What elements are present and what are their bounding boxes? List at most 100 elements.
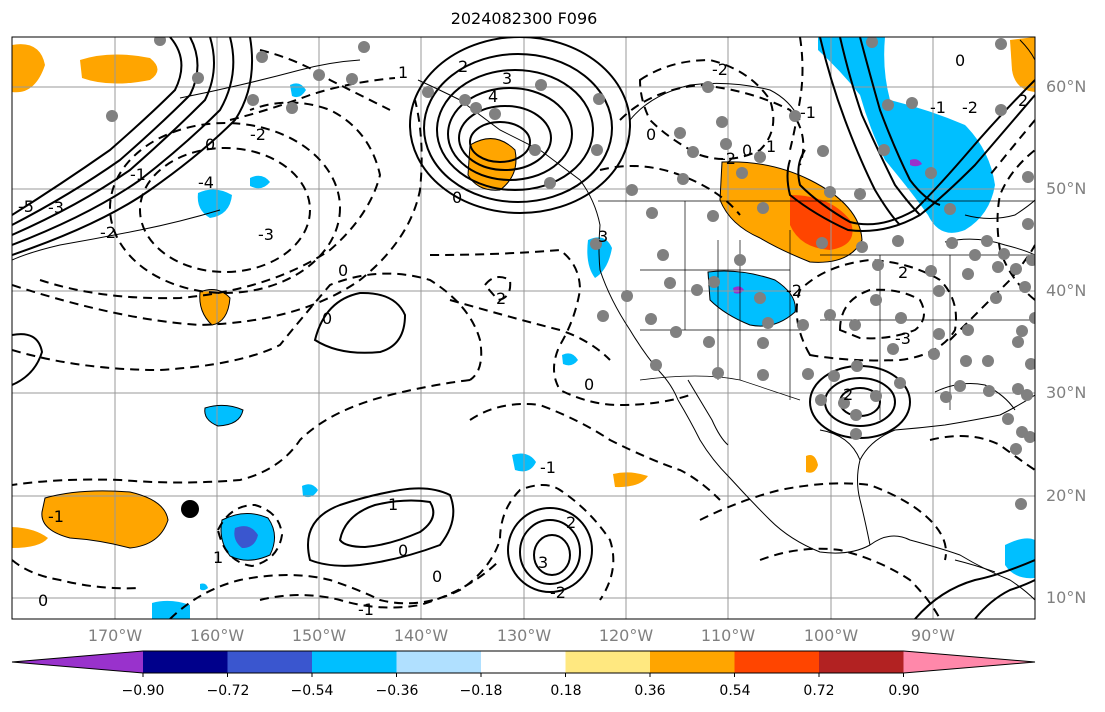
fill-blue-6 (302, 484, 318, 498)
fill-blue-3 (204, 405, 243, 426)
fill-blue-rockies (708, 271, 796, 327)
colorbar-extend-high (903, 651, 1035, 673)
contour-label: 3 (538, 553, 548, 572)
contour-canada-2 (839, 37, 921, 216)
contour-nw-dashed-1 (259, 49, 391, 111)
contour-label: 0 (322, 309, 332, 328)
contour-tropics-2 (469, 403, 721, 501)
contour-label: -1 (48, 507, 64, 526)
colorbar-tick-label: −0.90 (121, 683, 165, 699)
contour-label: 1 (398, 63, 408, 82)
contour-mexico (699, 482, 947, 561)
colorbar-segment (481, 651, 566, 673)
contour-se-corner (914, 559, 1035, 619)
contour-label: 3 (598, 227, 608, 246)
fill-purple-2 (910, 159, 922, 167)
contour-label: -3 (48, 198, 64, 217)
contour-label: 4 (488, 87, 498, 106)
contour-label: -1 (358, 600, 374, 619)
contour-nw-4 (12, 37, 235, 246)
contour-label: -3 (258, 225, 274, 244)
contour-label: 0 (205, 135, 215, 154)
fill-deepblue-hawaii-low (234, 526, 258, 548)
contour-label: -1 (930, 98, 946, 117)
colorbar-tick-label: −0.36 (375, 683, 419, 699)
colorbar-segment (650, 651, 735, 673)
contour-label: 2 (1018, 91, 1028, 110)
contour-canada-1 (819, 37, 901, 226)
contour-label: -1 (130, 165, 146, 184)
contour-label: 0 (338, 261, 348, 280)
fill-blue-bottom (152, 600, 190, 619)
contour-gulf-alaska-high-3 (436, 69, 594, 191)
contour-label: -3 (895, 329, 911, 348)
contour-tropical-high-1 (507, 507, 593, 593)
fill-red-plains (790, 195, 853, 250)
contour-nw-dashed-2 (229, 77, 396, 121)
fill-blue-5 (562, 353, 578, 366)
shaded-fields (12, 37, 1035, 619)
contour-label: 2 (566, 513, 576, 532)
contour-mexico-2 (759, 547, 941, 619)
contour-central-2 (338, 499, 435, 549)
fill-orange-hawaii (41, 490, 168, 548)
fill-purple-1 (733, 286, 744, 294)
contour-label: -5 (18, 197, 34, 216)
lon-label-140w: 140°W (393, 626, 449, 645)
contour-west-pacific-0 (12, 559, 141, 590)
fill-blue-small-8 (200, 583, 208, 591)
contour-label: 0 (955, 51, 965, 70)
lat-label-40n: 40°N (1046, 281, 1087, 300)
colorbar-extend-low (12, 651, 143, 673)
lon-label-90w: 90°W (910, 626, 956, 645)
fill-orange-north-pacific (80, 54, 158, 84)
coastlines (12, 39, 1035, 601)
contour-label: 0 (452, 188, 462, 207)
contour-hawaii-low (216, 503, 284, 568)
colorbar-segment (312, 651, 397, 673)
contour-canada-5 (786, 94, 1035, 232)
contour-tropics-1 (259, 559, 501, 609)
marker-dot (181, 500, 199, 518)
lon-label-120w: 120°W (598, 626, 654, 645)
contour-ne-dashed (996, 149, 1035, 301)
contour-mid-pacific-0 (12, 272, 483, 381)
colorbar-segment (227, 651, 313, 673)
contour-central-1 (307, 487, 455, 567)
contour-label: -2 (250, 125, 266, 144)
contour-nw-5 (12, 37, 254, 256)
contour-pacific-low-4 (12, 99, 423, 327)
contour-pacific-0 (313, 291, 407, 354)
contour-north-trough-1 (638, 58, 775, 160)
contour-southeast-2 (929, 435, 1035, 471)
contour-gulf-alaska-high-6 (469, 121, 531, 163)
contour-label: -4 (198, 173, 214, 192)
colorbar-tick-label: 0.18 (550, 683, 582, 699)
contour-sw-edge (12, 333, 44, 386)
fill-orange-small-1 (199, 289, 230, 325)
colorbar-tick-label: 0.72 (803, 683, 835, 699)
colorbar-tick-label: 0.36 (634, 683, 666, 699)
contour-gulf-alaska-high-1 (409, 37, 631, 214)
contour-gulf-alaska-high-2 (423, 53, 613, 203)
contour-mid-pacific-1 (12, 379, 471, 486)
lon-label-150w: 150°W (291, 626, 347, 645)
contour-se-corner-2 (974, 579, 1035, 619)
contours (12, 37, 1035, 619)
contour-label: -1 (800, 103, 816, 122)
contour-north-trough-2 (619, 83, 805, 166)
lat-label-10n: 10°N (1046, 588, 1087, 607)
contour-label: 2 (458, 57, 468, 76)
contour-label: 2 (843, 385, 853, 404)
contour-label: 0 (742, 141, 752, 160)
lon-label-160w: 160°W (189, 626, 245, 645)
lon-label-170w: 170°W (87, 626, 143, 645)
colorbar (11, 650, 1036, 677)
contour-pacific-low-3 (39, 101, 382, 300)
fill-blue-2 (250, 175, 270, 189)
contour-label: 0 (432, 567, 442, 586)
contour-tropical-high-2 (519, 519, 581, 585)
map-title: 2024082300 F096 (450, 9, 598, 28)
colorbar-segment (734, 651, 820, 673)
